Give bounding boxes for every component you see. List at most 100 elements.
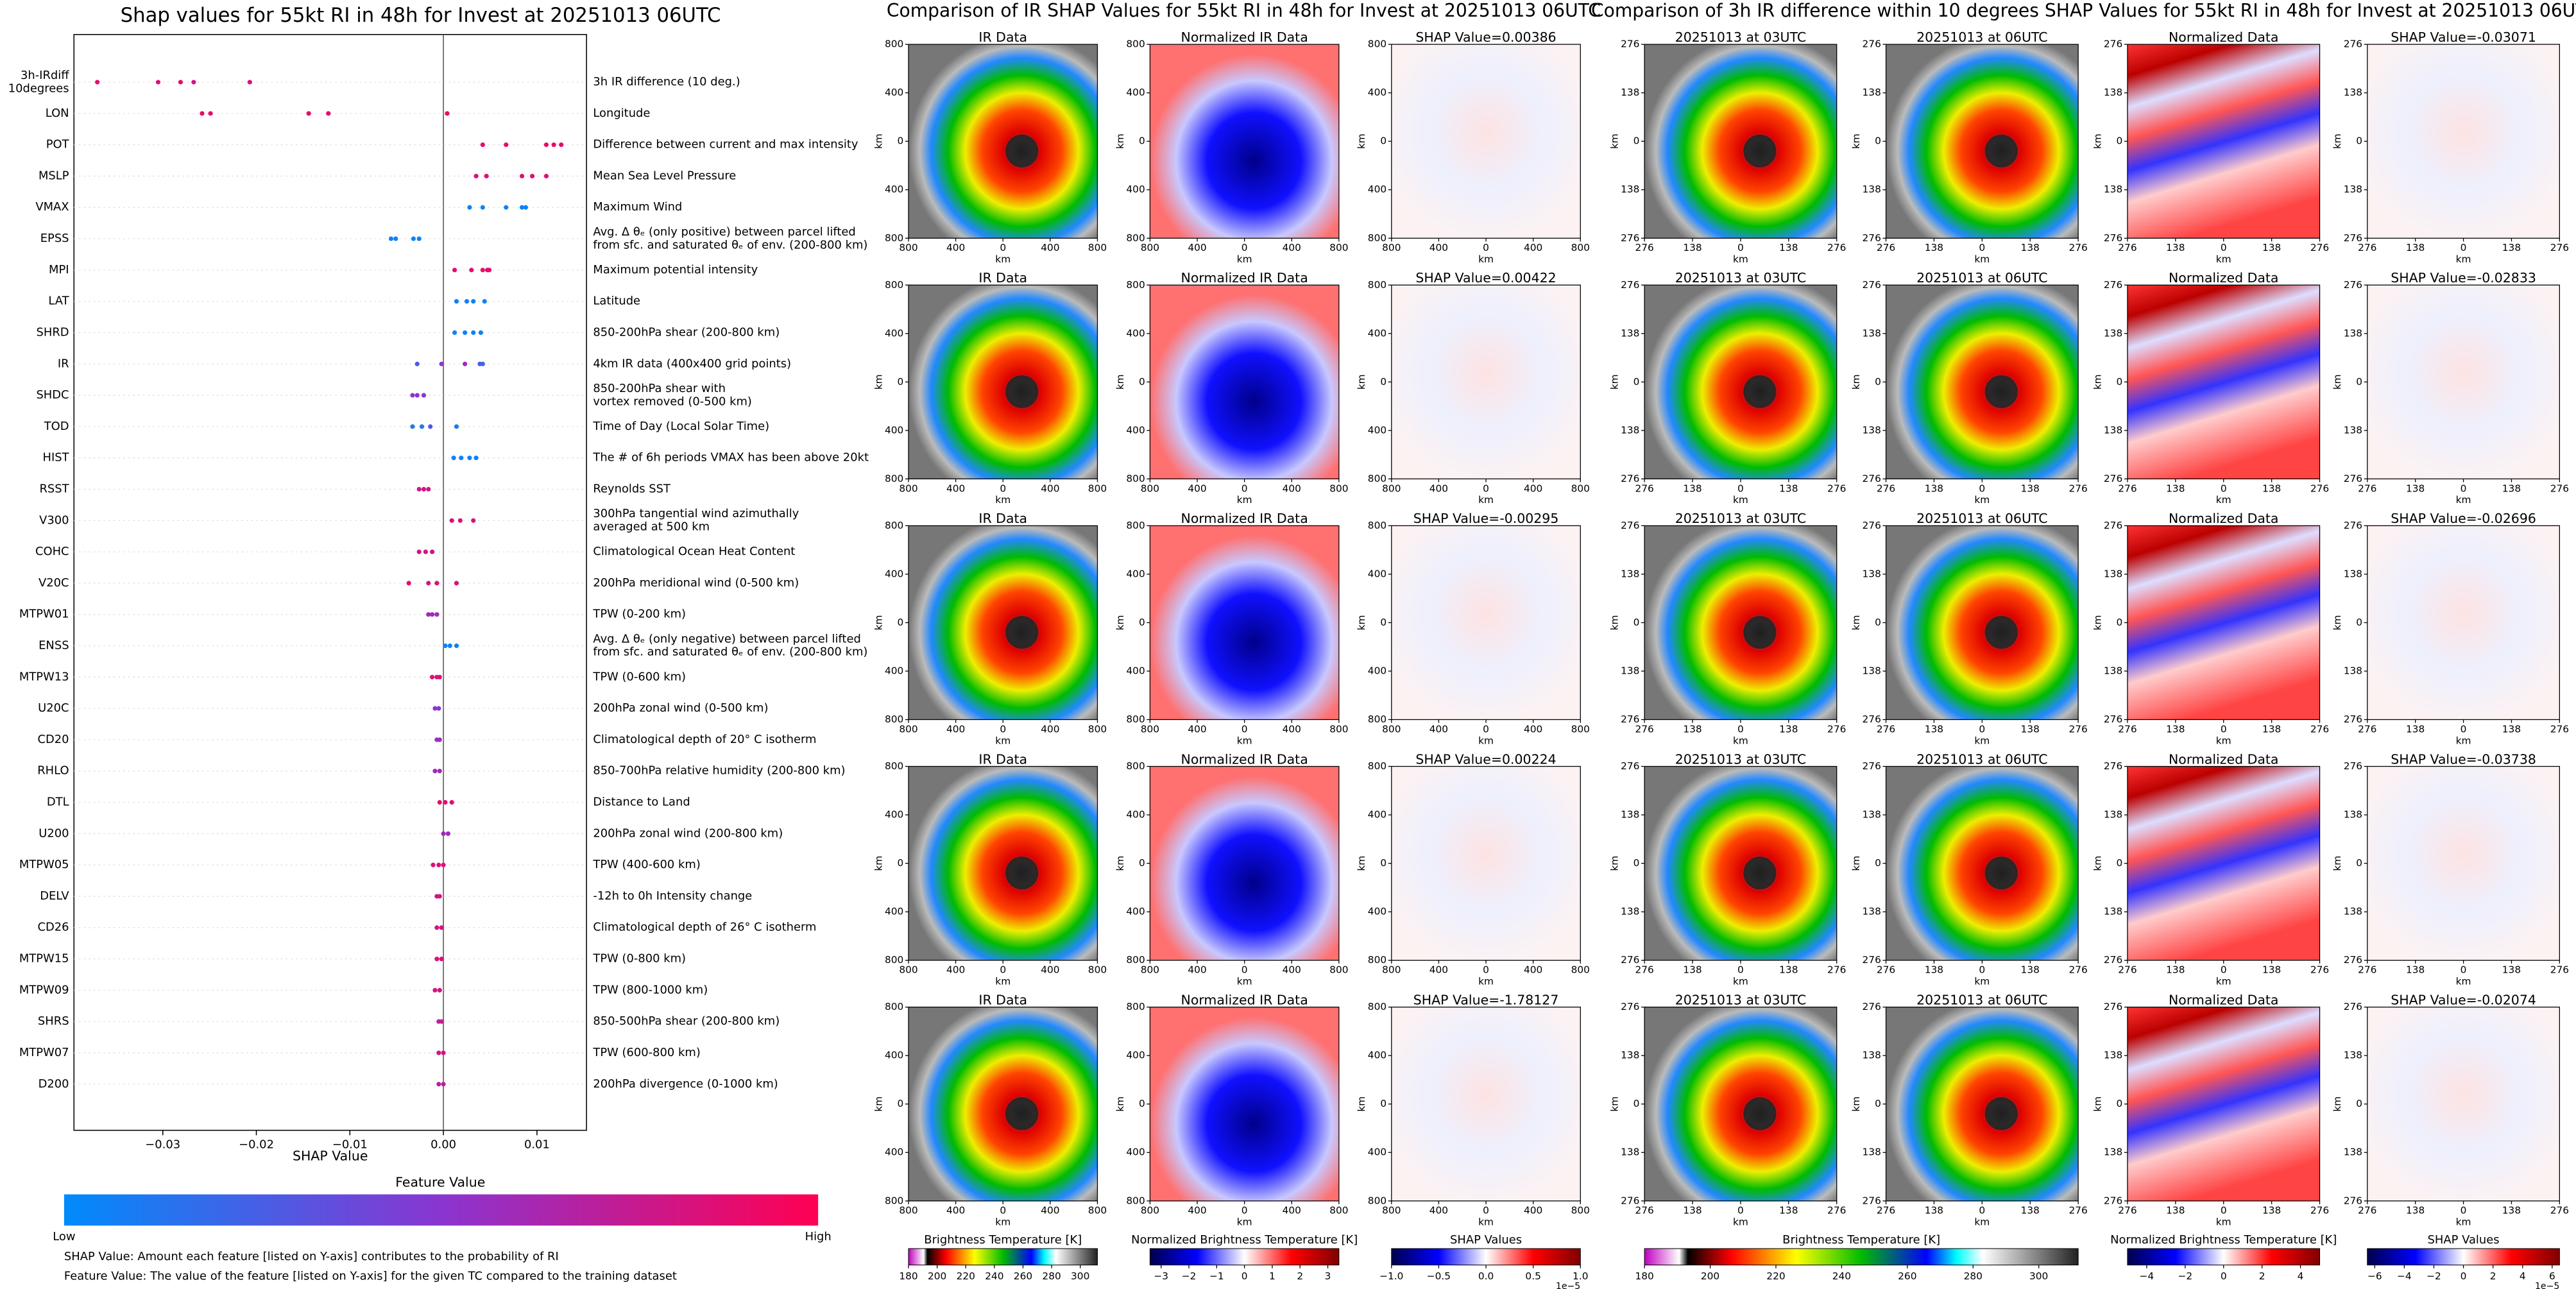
y-tick-label: 276 xyxy=(1863,713,1881,725)
y-tick-label: 138 xyxy=(1863,87,1881,98)
y-tick-label: 276 xyxy=(1621,713,1639,725)
x-tick-label: 400 xyxy=(1188,482,1206,494)
x-axis-label: km xyxy=(1733,253,1748,265)
x-tick-label: 0 xyxy=(2221,723,2227,735)
x-axis-label: km xyxy=(2216,494,2231,506)
feature-description: Avg. Δ θₑ (only negative) between parcel… xyxy=(593,632,860,645)
x-tick-label: 276 xyxy=(1827,482,1846,494)
shap-point xyxy=(430,612,435,617)
y-tick-label: 138 xyxy=(2104,809,2122,821)
shap-point xyxy=(178,80,183,85)
image xyxy=(1149,525,1340,721)
feature-description: from sfc. and saturated θₑ of env. (200-… xyxy=(593,238,867,252)
x-tick-label: 400 xyxy=(1524,1205,1542,1216)
shap-point xyxy=(95,80,100,85)
shap-point xyxy=(208,111,213,116)
panel-title: Normalized Data xyxy=(2169,992,2278,1007)
x-tick-label: 276 xyxy=(1635,723,1653,735)
x-tick-label: 138 xyxy=(1683,242,1702,253)
feature-name: LON xyxy=(46,107,69,120)
panel-title: Normalized Data xyxy=(2169,511,2278,526)
shap-point xyxy=(432,706,438,711)
shap-point xyxy=(436,1050,441,1055)
y-tick-label: 138 xyxy=(2344,424,2362,436)
colorbar-tick-label: 200 xyxy=(1701,1270,1719,1282)
y-tick-label: 400 xyxy=(1368,424,1386,436)
y-tick-label: 276 xyxy=(2344,1001,2362,1012)
y-tick-label: 800 xyxy=(1126,713,1145,725)
x-tick-label: 138 xyxy=(2502,964,2521,975)
colorbar-tick-label: 280 xyxy=(1964,1270,1983,1282)
shap-point xyxy=(452,330,457,336)
x-axis-label: km xyxy=(995,494,1011,506)
colorbar-tick-label: −2 xyxy=(2178,1270,2192,1282)
x-tick-label: 400 xyxy=(1283,1205,1301,1216)
x-tick-label: 0 xyxy=(2221,482,2227,494)
y-tick-label: 138 xyxy=(2104,906,2122,918)
y-axis-label: km xyxy=(1609,133,1621,149)
x-tick-label: 400 xyxy=(1041,964,1059,975)
x-tick-label: 0 xyxy=(1483,1205,1489,1216)
x-axis-label: km xyxy=(1237,494,1252,506)
feature-description: 300hPa tangential wind azimuthally xyxy=(593,507,799,520)
image xyxy=(1885,284,2079,480)
image xyxy=(2127,525,2321,721)
y-axis-label: km xyxy=(2092,856,2103,871)
feature-name: 3h-IRdiff xyxy=(21,69,69,82)
x-tick-label: 276 xyxy=(2310,482,2329,494)
y-axis-label: km xyxy=(873,856,884,871)
x-tick-label: 0 xyxy=(2461,964,2467,975)
shap-point xyxy=(437,674,442,679)
shap-point xyxy=(434,581,439,586)
y-tick-label: 0 xyxy=(1380,857,1386,869)
shap-point xyxy=(467,205,472,210)
x-tick-label: 276 xyxy=(2358,242,2376,253)
x-tick-label: 0.01 xyxy=(524,1138,550,1152)
shap-point xyxy=(388,236,394,241)
feature-description: TPW (0-800 km) xyxy=(592,952,686,966)
x-tick-label: 138 xyxy=(2166,242,2185,253)
shap-point xyxy=(478,330,483,336)
x-tick-label: 138 xyxy=(1925,242,1943,253)
panel-title: IR Data xyxy=(978,270,1027,286)
y-tick-label: 138 xyxy=(1621,1147,1639,1158)
panel-title: Normalized IR Data xyxy=(1181,751,1308,767)
colorbar-tick-label: 4 xyxy=(2520,1270,2526,1282)
x-axis-label: km xyxy=(1974,975,1990,987)
feature-description: TPW (600-800 km) xyxy=(592,1046,700,1059)
feature-name: SHRD xyxy=(37,325,69,339)
feature-description: Climatological depth of 26° C isotherm xyxy=(593,921,816,934)
y-axis-label: km xyxy=(873,133,884,149)
colorbar-tick-label: 2 xyxy=(1297,1270,1303,1282)
y-tick-label: 276 xyxy=(2344,232,2362,244)
shap-point xyxy=(436,706,441,711)
colorbar-tick-label: 280 xyxy=(1042,1270,1061,1282)
y-tick-label: 800 xyxy=(1368,1195,1386,1206)
storm-eye xyxy=(1743,857,1777,890)
y-tick-label: 138 xyxy=(1863,809,1881,821)
shap-point xyxy=(445,111,450,116)
x-tick-label: 400 xyxy=(1041,242,1059,253)
y-axis-label: km xyxy=(1114,374,1126,389)
shap-point xyxy=(543,173,549,179)
storm-eye xyxy=(1743,615,1777,649)
y-axis-label: km xyxy=(2332,1097,2343,1112)
y-tick-label: 800 xyxy=(1126,38,1145,50)
feature-description: Reynolds SST xyxy=(593,482,670,495)
x-tick-label: 276 xyxy=(2358,1205,2376,1216)
shap-point xyxy=(454,299,459,304)
x-axis-label: km xyxy=(2456,1216,2471,1228)
feature-name: COHC xyxy=(35,545,69,558)
y-tick-label: 400 xyxy=(1368,184,1386,195)
image xyxy=(1885,765,2079,961)
feature-description: Maximum Wind xyxy=(593,200,682,214)
x-tick-label: 138 xyxy=(1683,482,1702,494)
y-tick-label: 0 xyxy=(898,857,904,869)
shap-point xyxy=(452,268,457,273)
y-tick-label: 276 xyxy=(1621,520,1639,531)
x-tick-label: 400 xyxy=(1041,723,1059,735)
storm-eye xyxy=(1984,134,2018,167)
x-tick-label: 800 xyxy=(1329,964,1348,975)
